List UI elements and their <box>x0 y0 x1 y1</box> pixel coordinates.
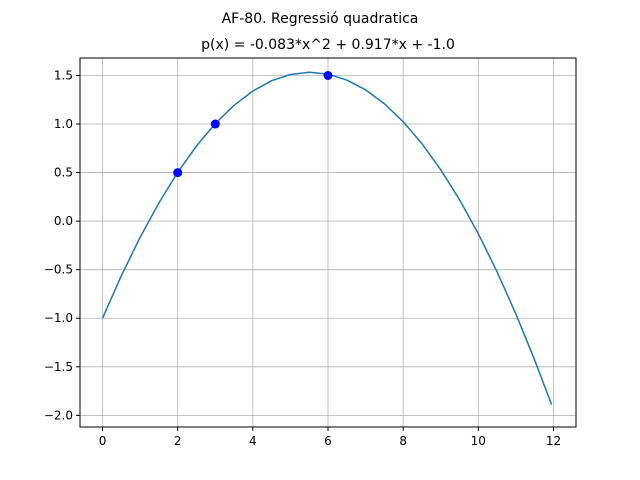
series-layer <box>101 70 553 405</box>
y-tick-label: −1.0 <box>44 311 73 325</box>
tick-layer: 0 2 4 6 8 10 12 −2.0 −1.5 −1.0 −0.5 0.0 0.5 1.0 1.5 <box>44 68 561 448</box>
data-point <box>323 70 333 80</box>
x-tick-label: 4 <box>249 434 257 448</box>
x-tick-label: 12 <box>546 434 561 448</box>
y-tick-label: 1.0 <box>54 117 73 131</box>
data-point <box>210 119 220 129</box>
y-tick-label: 0.0 <box>54 214 73 228</box>
regression-curve <box>101 71 553 405</box>
chart-title: p(x) = -0.083*x^2 + 0.917*x + -1.0 <box>201 37 455 53</box>
x-tick-label: 6 <box>324 434 332 448</box>
data-point <box>173 168 183 178</box>
grid-layer <box>80 58 576 427</box>
x-tick-label: 10 <box>471 434 486 448</box>
x-tick-label: 2 <box>174 434 182 448</box>
y-tick-label: 1.5 <box>54 68 73 82</box>
y-tick-label: −0.5 <box>44 263 73 277</box>
x-tick-label: 8 <box>399 434 407 448</box>
y-tick-label: 0.5 <box>54 166 73 180</box>
y-tick-label: −2.0 <box>44 408 73 422</box>
chart-suptitle: AF-80. Regressió quadratica <box>222 11 419 27</box>
x-tick-label: 0 <box>99 434 107 448</box>
y-tick-label: −1.5 <box>44 360 73 374</box>
